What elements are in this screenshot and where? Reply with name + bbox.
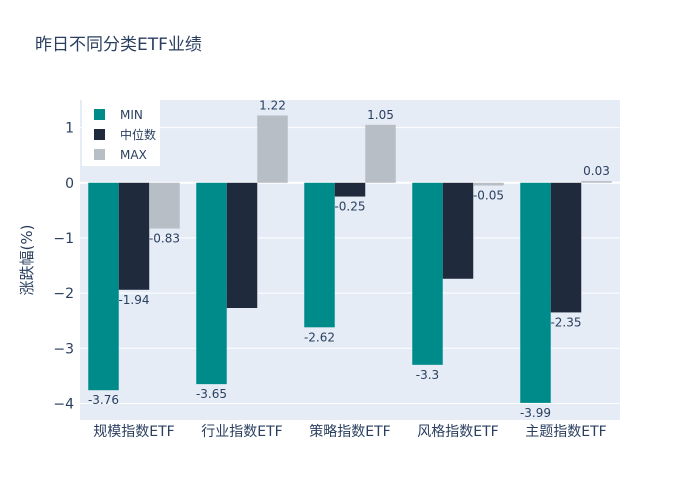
bar-MIN-行业指数ETF[interactable]	[196, 182, 227, 385]
bar-MAX-风格指数ETF[interactable]	[473, 182, 504, 186]
data-label: -0.83	[149, 232, 180, 246]
y-tick-label: 1	[65, 121, 74, 137]
bar-中位数-行业指数ETF[interactable]	[226, 182, 258, 308]
legend[interactable]: MIN 中位数 MAX	[82, 100, 160, 166]
bars	[88, 115, 612, 403]
legend-swatch[interactable]	[94, 149, 105, 160]
x-axis-categories: 规模指数ETF 行业指数ETF 策略指数ETF 风格指数ETF 主题指数ETF	[93, 423, 606, 440]
data-label: -3.99	[520, 406, 551, 420]
y-axis-title: 涨跌幅(%)	[18, 225, 36, 296]
bar-MIN-策略指数ETF[interactable]	[304, 182, 335, 328]
bar-中位数-策略指数ETF[interactable]	[334, 182, 366, 197]
legend-label[interactable]: MAX	[120, 148, 147, 162]
legend-label[interactable]: MIN	[120, 108, 143, 122]
data-label: -2.35	[550, 315, 581, 329]
bar-MAX-规模指数ETF[interactable]	[149, 182, 180, 229]
data-label: -2.62	[304, 330, 335, 344]
bar-MAX-主题指数ETF[interactable]	[581, 181, 612, 183]
y-tick-label: −3	[53, 341, 74, 357]
data-label: -3.3	[416, 368, 439, 382]
y-tick-label: −2	[53, 286, 74, 302]
data-labels: -3.76 -1.94 -0.83 -3.65 1.22 -2.62 -0.25 1.05 -3…	[88, 98, 610, 419]
data-label: 0.03	[583, 164, 610, 178]
data-label: 1.22	[259, 98, 286, 112]
x-category-label: 规模指数ETF	[93, 424, 174, 440]
x-category-label: 主题指数ETF	[525, 424, 606, 440]
data-label: -0.05	[473, 189, 504, 203]
legend-label[interactable]: 中位数	[120, 127, 156, 142]
x-category-label: 策略指数ETF	[309, 423, 390, 440]
bar-MAX-行业指数ETF[interactable]	[257, 115, 288, 183]
data-label: -3.65	[196, 387, 227, 401]
y-tick-label: −4	[53, 396, 74, 412]
x-category-label: 风格指数ETF	[417, 424, 498, 440]
bar-中位数-风格指数ETF[interactable]	[442, 182, 474, 279]
y-tick-label: 0	[65, 176, 74, 192]
bar-MIN-主题指数ETF[interactable]	[520, 182, 551, 403]
bar-MAX-策略指数ETF[interactable]	[365, 124, 396, 183]
bar-MIN-风格指数ETF[interactable]	[412, 182, 443, 365]
data-label: -3.76	[88, 393, 119, 407]
chart-title: 昨日不同分类ETF业绩	[35, 35, 202, 55]
y-axis-ticks: 1 0 −1 −2 −3 −4	[53, 121, 74, 413]
legend-swatch[interactable]	[94, 129, 105, 140]
data-label: 1.05	[367, 108, 394, 122]
y-tick-label: −1	[53, 231, 74, 247]
bar-MIN-规模指数ETF[interactable]	[88, 182, 119, 391]
bar-中位数-规模指数ETF[interactable]	[118, 182, 150, 290]
data-label: -0.25	[334, 200, 365, 214]
x-category-label: 行业指数ETF	[201, 424, 282, 440]
data-label: -1.94	[118, 293, 149, 307]
legend-swatch[interactable]	[94, 109, 105, 120]
bar-中位数-主题指数ETF[interactable]	[550, 182, 582, 313]
